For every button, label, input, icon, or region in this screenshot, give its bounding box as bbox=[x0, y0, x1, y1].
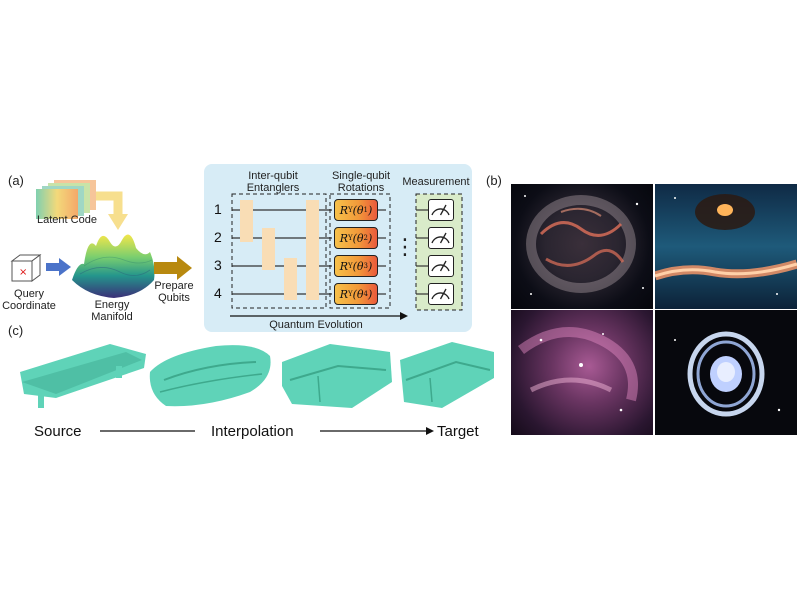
sofa-shape-interp-2 bbox=[282, 344, 392, 408]
astro-image-jet bbox=[655, 184, 797, 309]
meter-icon bbox=[428, 199, 454, 221]
qubit-number-3: 3 bbox=[214, 257, 222, 273]
entangler-block bbox=[240, 200, 253, 242]
prepare-qubits-label-1: Prepare bbox=[154, 280, 194, 292]
prepare-arrow bbox=[154, 256, 192, 280]
meter-icon bbox=[428, 227, 454, 249]
latent-arrow bbox=[96, 191, 128, 230]
source-label: Source bbox=[34, 423, 82, 440]
ellipsis: ⋮ bbox=[394, 234, 416, 259]
sofa-shape-source bbox=[20, 344, 146, 408]
ry-gate-1: R Y (θ 1) bbox=[334, 199, 378, 221]
sofa-shape-interp-1 bbox=[149, 345, 271, 407]
ry-gate-4: R Y (θ 4) bbox=[334, 283, 378, 305]
energy-manifold-label-2: Manifold bbox=[91, 311, 133, 323]
interpolation-arrow bbox=[100, 427, 434, 435]
entangler-block bbox=[284, 258, 297, 300]
prepare-qubits-label-2: Qubits bbox=[158, 292, 190, 304]
qubit-number-1: 1 bbox=[214, 201, 222, 217]
entangler-block bbox=[262, 228, 275, 270]
circuit-diagram bbox=[230, 193, 463, 320]
ry-gate-2: R Y (θ 2) bbox=[334, 227, 378, 249]
query-coordinate-label-1: Query bbox=[14, 288, 44, 300]
entanglers-group bbox=[231, 193, 327, 309]
query-coordinate-label-2: Coordinate bbox=[2, 300, 56, 312]
query-cube-icon: × bbox=[10, 254, 42, 282]
qubit-number-2: 2 bbox=[214, 229, 222, 245]
entangler-block bbox=[306, 200, 319, 300]
interpolation-label: Interpolation bbox=[211, 423, 294, 440]
quantum-evolution-label: Quantum Evolution bbox=[269, 319, 363, 331]
rotations-title-2: Rotations bbox=[337, 182, 385, 194]
rotations-title-1: Single-qubit bbox=[331, 170, 391, 182]
svg-text:×: × bbox=[19, 267, 27, 278]
query-arrow bbox=[46, 258, 71, 276]
sofa-shape-target bbox=[400, 342, 494, 408]
rotations-group bbox=[329, 193, 391, 309]
ry-gate-3: R Y (θ 3) bbox=[334, 255, 378, 277]
latent-code-label: Latent Code bbox=[37, 214, 97, 226]
panel-label-a: (a) bbox=[8, 173, 24, 188]
measurement-title: Measurement bbox=[402, 176, 470, 188]
astro-image-magenta-nebula bbox=[511, 310, 653, 435]
energy-manifold-icon bbox=[72, 234, 155, 298]
astro-image-nebula-shell bbox=[511, 184, 653, 309]
meter-icon bbox=[428, 255, 454, 277]
latent-code-icon bbox=[36, 180, 96, 219]
entanglers-title-1: Inter-qubit bbox=[248, 170, 298, 182]
target-label: Target bbox=[437, 423, 479, 440]
astro-image-planet-rings bbox=[655, 310, 797, 435]
panel-label-b: (b) bbox=[486, 173, 502, 188]
entanglers-title-2: Entanglers bbox=[246, 182, 300, 194]
energy-manifold-label-1: Energy bbox=[94, 299, 130, 311]
meter-icon bbox=[428, 283, 454, 305]
qubit-number-4: 4 bbox=[214, 285, 222, 301]
panel-label-c: (c) bbox=[8, 323, 24, 338]
